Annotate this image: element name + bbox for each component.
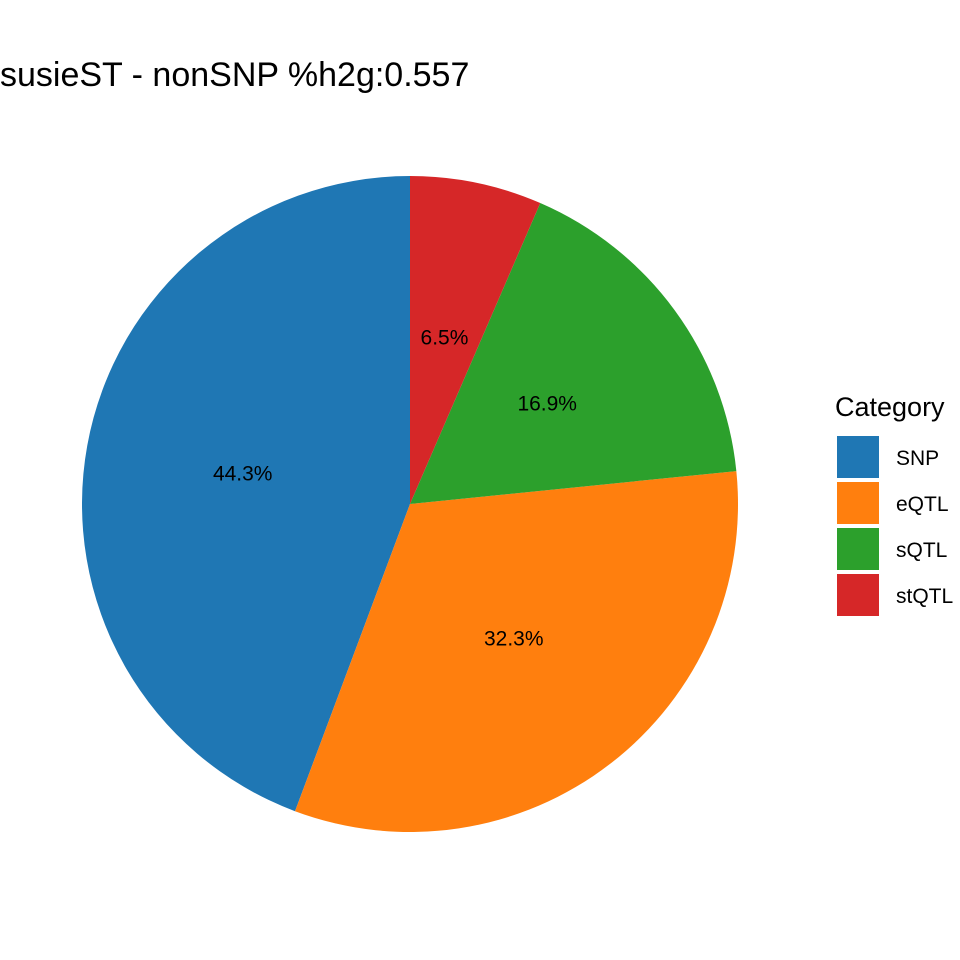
chart-title: susieST - nonSNP %h2g:0.557 [0,56,469,94]
legend-label-stqtl: stQTL [896,585,953,608]
slice-label-eqtl: 32.3% [484,628,544,651]
pie-slice-snp [81,176,410,812]
legend-swatch-eqtl [837,482,879,524]
pie-slice-stqtl [410,176,541,504]
legend-swatch-stqtl [837,574,879,616]
legend-items: SNP eQTL sQTL stQTL [837,436,953,616]
pie-slice-eqtl [295,471,738,833]
legend-title: Category [835,392,945,422]
pie-slice-sqtl [410,202,737,504]
slice-label-sqtl: 16.9% [517,393,577,416]
legend-label-snp: SNP [896,447,939,470]
legend-swatch-sqtl [837,528,879,570]
pie-slice-labels: 44.3% 32.3% 16.9% 6.5% [213,327,577,651]
legend-swatch-snp [837,436,879,478]
legend-label-eqtl: eQTL [896,493,949,516]
legend-label-sqtl: sQTL [896,539,947,562]
slice-label-snp: 44.3% [213,463,273,486]
legend: Category SNP eQTL sQTL stQTL [835,392,953,616]
slice-label-stqtl: 6.5% [421,327,469,350]
pie-slices [81,176,738,833]
